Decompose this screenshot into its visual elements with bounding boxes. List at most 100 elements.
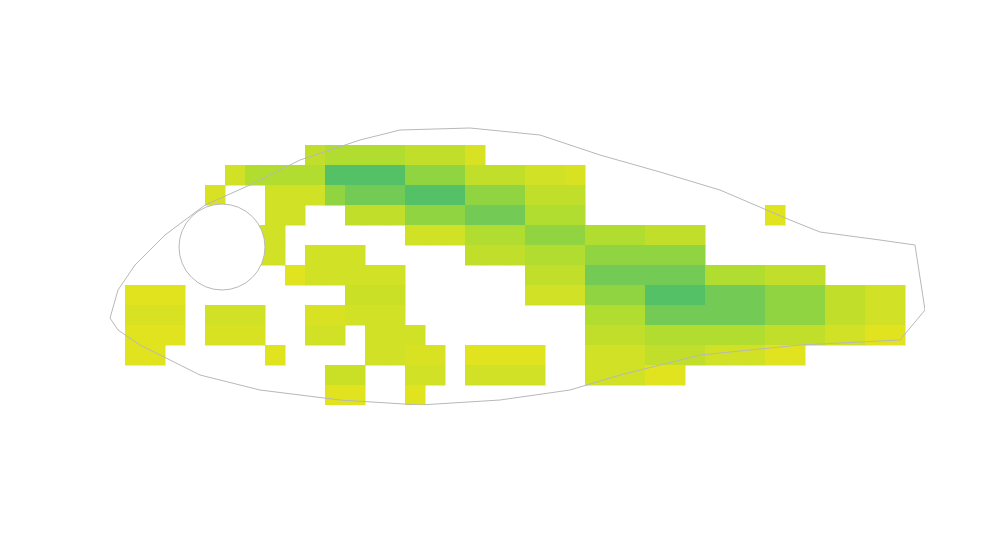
heat-cell	[325, 385, 346, 405]
heat-cell	[425, 365, 446, 386]
heat-cell	[505, 205, 526, 226]
heat-cell	[645, 325, 666, 346]
heat-cell	[405, 205, 426, 226]
heat-cell	[545, 245, 566, 266]
heat-cell	[585, 345, 606, 366]
heat-cell	[445, 225, 466, 246]
heat-cell	[425, 165, 446, 186]
heat-cell	[525, 285, 546, 306]
heat-cell	[365, 145, 386, 166]
heat-cell	[405, 325, 426, 346]
heat-cell	[465, 145, 486, 166]
heat-cell	[405, 385, 426, 405]
heat-cell	[485, 165, 506, 186]
heat-cell	[725, 325, 746, 346]
heat-cell	[305, 165, 326, 186]
plot-area	[110, 128, 925, 405]
heat-cell	[385, 185, 406, 206]
heat-cell	[345, 145, 366, 166]
heat-cell	[665, 285, 686, 306]
heat-cell	[445, 185, 466, 206]
heat-cell	[645, 285, 666, 306]
heat-cell	[545, 165, 566, 186]
heat-cell	[545, 225, 566, 246]
heat-cell	[685, 245, 706, 266]
heat-cell	[265, 165, 286, 186]
heat-cell	[685, 225, 706, 246]
heat-cell	[765, 265, 786, 286]
heat-cell	[425, 185, 446, 206]
heat-cell	[565, 165, 586, 186]
heat-cell	[785, 285, 806, 306]
heat-cell	[785, 325, 806, 346]
heat-cell	[425, 205, 446, 226]
heat-cell	[445, 165, 466, 186]
heat-cell	[525, 185, 546, 206]
heat-cell	[585, 265, 606, 286]
heat-cell	[565, 265, 586, 286]
heat-cell	[545, 285, 566, 306]
heat-cell	[465, 165, 486, 186]
heat-cell	[605, 325, 626, 346]
heat-cell	[745, 265, 766, 286]
heat-cell	[625, 345, 646, 366]
heat-cell	[405, 365, 426, 386]
heat-cell	[665, 325, 686, 346]
heat-cell	[365, 165, 386, 186]
heat-cell	[325, 245, 346, 266]
heat-cell	[625, 245, 646, 266]
heat-cell	[865, 325, 886, 346]
heat-cell	[805, 325, 826, 346]
heat-cell	[705, 265, 726, 286]
heat-cell	[345, 285, 366, 306]
heat-cell	[465, 225, 486, 246]
heat-cell	[765, 285, 786, 306]
heat-cell	[585, 225, 606, 246]
heat-cell	[845, 285, 866, 306]
heat-cell	[365, 285, 386, 306]
heat-cell	[365, 265, 386, 286]
heat-cell	[545, 185, 566, 206]
heat-cell	[165, 305, 186, 326]
heat-cell	[885, 325, 906, 346]
heat-cell	[385, 205, 406, 226]
heat-cell	[445, 145, 466, 166]
heat-cell	[725, 305, 746, 326]
heat-cell	[665, 265, 686, 286]
heat-cell	[645, 265, 666, 286]
heat-cell	[525, 365, 546, 386]
heat-cell	[245, 325, 266, 346]
heat-cell	[605, 285, 626, 306]
heat-cell	[325, 185, 346, 206]
heat-cell	[345, 165, 366, 186]
heat-cell	[645, 225, 666, 246]
heat-cell	[605, 345, 626, 366]
heat-cell	[825, 305, 846, 326]
heat-cell	[285, 185, 306, 206]
heat-cell	[625, 265, 646, 286]
heat-cell	[365, 325, 386, 346]
heat-cell	[525, 205, 546, 226]
heat-cell	[425, 225, 446, 246]
heat-cell	[505, 225, 526, 246]
heat-cell	[225, 325, 246, 346]
heat-cell	[565, 225, 586, 246]
heat-cell	[665, 225, 686, 246]
heat-cell	[125, 345, 146, 366]
heat-cell	[845, 305, 866, 326]
heat-cell	[145, 305, 166, 326]
heat-cell	[505, 245, 526, 266]
heat-cell	[265, 205, 286, 226]
heat-cell	[705, 325, 726, 346]
heat-cell	[645, 345, 666, 366]
heat-cell	[745, 345, 766, 366]
heat-cell	[485, 205, 506, 226]
heat-cell	[305, 245, 326, 266]
heat-cell	[565, 205, 586, 226]
heat-cell	[405, 165, 426, 186]
heat-cell	[405, 225, 426, 246]
heatmap-svg	[0, 0, 997, 553]
heat-cell	[685, 265, 706, 286]
heat-cell	[465, 365, 486, 386]
heat-cell	[525, 165, 546, 186]
